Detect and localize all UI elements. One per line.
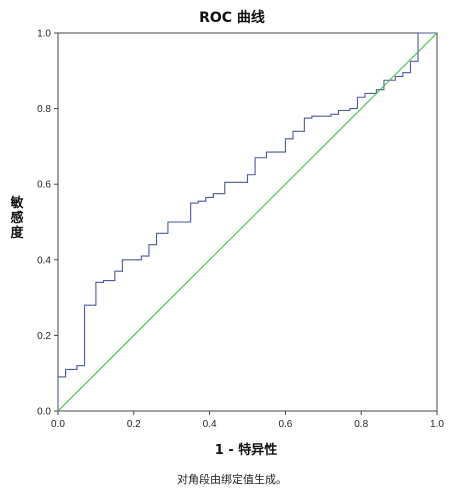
- y-tick-label: 0.8: [37, 104, 51, 115]
- y-axis-label-char: 度: [10, 225, 24, 241]
- x-tick-label: 0.6: [278, 419, 292, 430]
- y-tick-label: 0.2: [37, 331, 51, 342]
- axis-ticks: 0.0 0.2 0.4 0.6 0.8 1.0 0.0 0.2 0.4 0.6 0.8 1.0: [37, 29, 444, 431]
- x-tick-label: 0.8: [354, 419, 368, 430]
- chart-footnote: 对角段由绑定值生成。: [177, 473, 287, 486]
- x-tick-label: 0.2: [127, 419, 141, 430]
- chart-title: ROC 曲线: [199, 9, 265, 26]
- x-tick-label: 0.0: [51, 419, 65, 430]
- roc-curve-line: [57, 32, 437, 411]
- x-tick-label: 1.0: [430, 419, 444, 430]
- x-tick-label: 0.4: [203, 419, 217, 430]
- x-axis-label: 1 - 特异性: [215, 442, 278, 458]
- y-tick-label: 0.6: [37, 180, 51, 191]
- plot-frame: [57, 32, 438, 412]
- y-tick-label: 1.0: [37, 29, 51, 40]
- reference-diagonal-line: [57, 32, 438, 412]
- y-tick-label: 0.4: [37, 255, 51, 266]
- y-axis-label-char: 敏: [9, 195, 24, 211]
- y-tick-label: 0.0: [37, 407, 51, 418]
- series-layer: [57, 32, 438, 412]
- y-axis-label-char: 感: [10, 210, 23, 226]
- y-axis-label: 敏感度: [9, 195, 24, 241]
